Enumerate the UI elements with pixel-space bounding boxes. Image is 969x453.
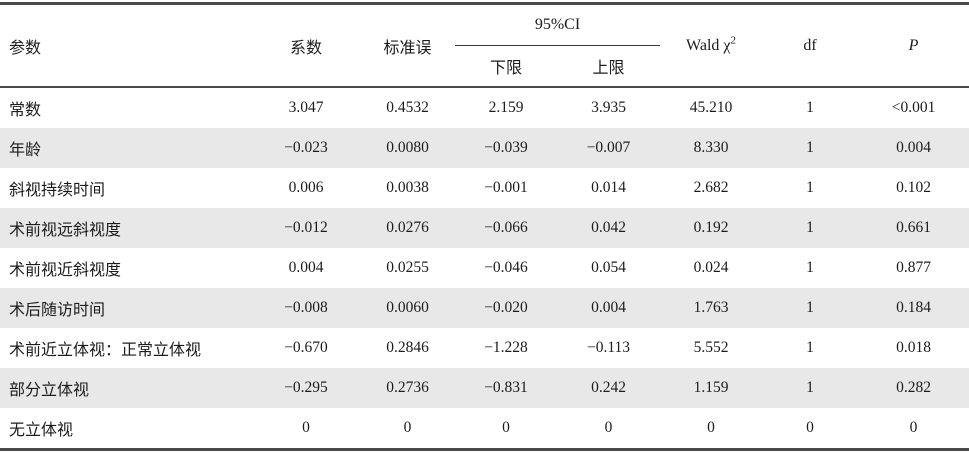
cell-upper: 0.042 [591,219,626,236]
cell-param: 无立体视 [9,422,74,439]
cell-df: 1 [806,379,814,396]
cell-lower: 2.159 [488,99,524,116]
cell-p: 0.004 [896,139,931,156]
cell-upper: 0.004 [591,299,626,316]
table-body: 常数 3.047 0.4532 2.159 3.935 45.210 1 <0.001 年龄 −0… [0,87,969,450]
cell-se: 0 [403,419,412,436]
cell-se: 0.0080 [386,139,429,156]
cell-se: 0.0255 [386,259,429,276]
header-row-main: 参数 系数 标准误 95%CI Wald χ2 df P [0,3,969,57]
column-header-df: df [803,36,817,54]
cell-df: 1 [806,99,814,116]
cell-df: 1 [806,339,814,356]
table-row: 常数 3.047 0.4532 2.159 3.935 45.210 1 <0.001 [0,87,969,128]
table-row: 术前近立体视：正常立体视 −0.670 0.2846 −1.228 −0.113 5.55… [0,328,969,368]
column-header-standard-error: 标准误 [383,39,432,57]
cell-coef: −0.670 [284,339,328,356]
cell-coef: −0.008 [284,299,328,316]
cell-wald: 2.682 [693,179,729,196]
cell-coef: 0 [302,419,310,436]
cell-se: 0.2736 [386,379,429,396]
cell-upper: 0.242 [591,379,626,396]
cell-lower: −0.066 [484,219,528,236]
wald-label: Wald χ [686,36,731,54]
cell-param: 常数 [9,102,42,119]
table-row: 术前视远斜视度 −0.012 0.0276 −0.066 0.042 0.192 1 0.66… [0,208,969,248]
column-header-95ci: 95%CI [455,3,661,46]
column-header-coefficient: 系数 [289,39,322,57]
cell-p: 0.661 [896,219,931,236]
cell-lower: −0.020 [484,299,528,316]
cell-upper: −0.113 [586,339,631,356]
cell-wald: 0.192 [693,219,729,236]
cell-param: 年龄 [9,142,42,159]
cell-lower: −1.228 [484,339,528,356]
cell-p: 0.877 [896,259,931,276]
cell-se: 0.4532 [386,99,429,116]
cell-coef: 0.004 [288,259,324,276]
cell-lower: 0 [502,419,510,436]
column-header-ci-upper: 上限 [592,60,625,77]
cell-df: 1 [806,299,814,316]
table-row: 术前视近斜视度 0.004 0.0255 −0.046 0.054 0.024 1 0.877 [0,248,969,288]
cell-se: 0.0276 [386,219,429,236]
cell-p: 0.018 [896,339,931,356]
column-header-parameter: 参数 [9,39,42,57]
cell-upper: 3.935 [591,99,626,116]
cell-p: 0.102 [896,179,931,196]
cell-param: 部分立体视 [9,382,90,399]
column-header-p-value: P [908,36,919,54]
cell-coef: 0.006 [288,179,324,196]
cell-df: 1 [806,259,814,276]
cell-coef: 3.047 [288,99,324,116]
column-header-ci-lower: 下限 [489,60,522,77]
cell-lower: −0.831 [484,379,528,396]
cell-wald: 1.763 [693,299,729,316]
cell-p: <0.001 [891,99,936,116]
cell-wald: 0 [707,419,715,436]
table-header: 参数 系数 标准误 95%CI Wald χ2 df P 下限 上限 [0,3,969,88]
column-header-wald-chi-square: Wald χ2 [660,4,762,88]
cell-df: 1 [806,219,814,236]
table-row: 年龄 −0.023 0.0080 −0.039 −0.007 8.330 1 0.004 [0,128,969,168]
wald-superscript: 2 [730,34,737,47]
cell-upper: 0.054 [591,259,626,276]
cell-coef: −0.023 [284,139,328,156]
cell-wald: 45.210 [689,99,733,116]
cell-p: 0 [909,419,918,436]
cell-lower: −0.001 [484,179,528,196]
cell-param: 术后随访时间 [9,302,106,319]
cell-param: 术前近立体视：正常立体视 [9,342,202,359]
cell-p: 0.184 [896,299,931,316]
cell-se: 0.2846 [386,339,429,356]
cell-coef: −0.295 [284,379,328,396]
table-row: 术后随访时间 −0.008 0.0060 −0.020 0.004 1.763 1 0.184 [0,288,969,328]
table-row: 无立体视 0 0 0 0 0 0 0 [0,408,969,450]
cell-wald: 5.552 [693,339,729,356]
cell-df: 1 [806,179,814,196]
cell-wald: 1.159 [693,379,729,396]
cell-coef: −0.012 [284,219,328,236]
cell-wald: 0.024 [693,259,729,276]
cell-param: 斜视持续时间 [9,182,106,199]
cell-upper: −0.007 [586,139,631,156]
cell-se: 0.0038 [386,179,429,196]
cell-se: 0.0060 [386,299,429,316]
header-row-ci-limits: 下限 上限 [0,46,969,88]
cell-lower: −0.039 [484,139,528,156]
cell-df: 1 [806,139,814,156]
cell-p: 0.282 [896,379,931,396]
table-row: 部分立体视 −0.295 0.2736 −0.831 0.242 1.159 1 0.282 [0,368,969,408]
cell-lower: −0.046 [484,259,528,276]
cell-upper: 0 [604,419,613,436]
cell-upper: 0.014 [591,179,626,196]
table-row: 斜视持续时间 0.006 0.0038 −0.001 0.014 2.682 1 0.102 [0,168,969,208]
cell-wald: 8.330 [693,139,729,156]
cell-param: 术前视远斜视度 [9,222,122,239]
cell-param: 术前视近斜视度 [9,262,122,279]
cell-df: 0 [806,419,814,436]
